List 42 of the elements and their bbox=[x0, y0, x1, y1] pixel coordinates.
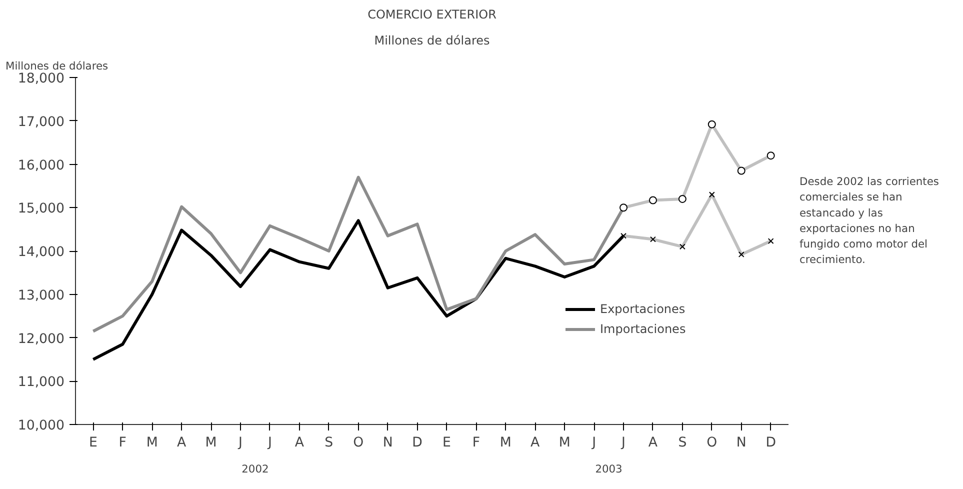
x-tick-label: O bbox=[353, 436, 364, 450]
y-tick-label: 12,000 bbox=[18, 332, 65, 347]
x-tick-label: M bbox=[558, 436, 570, 450]
y-tick-label: 16,000 bbox=[18, 158, 65, 174]
y-tick-label: 17,000 bbox=[18, 114, 65, 130]
x-tick-label: N bbox=[736, 436, 746, 450]
x-tick-label: A bbox=[294, 436, 304, 450]
x-tick-label: J bbox=[266, 436, 272, 450]
chart-title: COMERCIO EXTERIOR bbox=[368, 8, 496, 22]
text: 2003 bbox=[595, 462, 622, 476]
y-tick-label: 13,000 bbox=[18, 288, 65, 304]
x-tick-label: S bbox=[678, 436, 687, 450]
x-tick-label: M bbox=[146, 436, 158, 450]
y-tick-label: 15,000 bbox=[18, 202, 65, 217]
x-tick-label: M bbox=[500, 436, 512, 450]
y-tick-label: 18,000 bbox=[18, 72, 65, 86]
x-tick-label: A bbox=[648, 436, 658, 450]
x-tick-label: N bbox=[382, 436, 393, 450]
point bbox=[620, 232, 626, 239]
x-tick-label: E bbox=[88, 436, 98, 450]
legend-label: Exportaciones bbox=[600, 302, 686, 316]
y-tick-label: 11,000 bbox=[18, 375, 65, 390]
x-tick-label: O bbox=[706, 436, 718, 450]
x-tick-label: F bbox=[472, 436, 480, 450]
chart-subtitle: Millones de dólares bbox=[374, 34, 490, 48]
y-tick-label: 14,000 bbox=[18, 245, 65, 260]
text: 2002 bbox=[242, 462, 269, 476]
x-tick-label: A bbox=[530, 436, 540, 450]
x-tick-label: F bbox=[118, 436, 126, 450]
x-tick-label: M bbox=[205, 436, 217, 450]
text: Desde 2002 las corrientes comerciales se han estancado y las exportaciones no han fungido como motor del crecimiento. bbox=[800, 175, 940, 266]
x-tick-label: D bbox=[412, 436, 422, 450]
x-tick-label: J bbox=[620, 436, 626, 450]
x-tick-label: J bbox=[238, 436, 242, 450]
x-tick-label: E bbox=[442, 436, 451, 450]
x-tick-label: D bbox=[766, 436, 776, 450]
x-tick-label: A bbox=[177, 436, 186, 450]
y-tick-label: 10,000 bbox=[18, 418, 65, 434]
legend-label: Importaciones bbox=[600, 322, 686, 336]
y-axis-title: Millones de dólares bbox=[6, 60, 109, 72]
x-tick-label: J bbox=[591, 436, 596, 450]
x-tick-label: S bbox=[324, 436, 334, 450]
